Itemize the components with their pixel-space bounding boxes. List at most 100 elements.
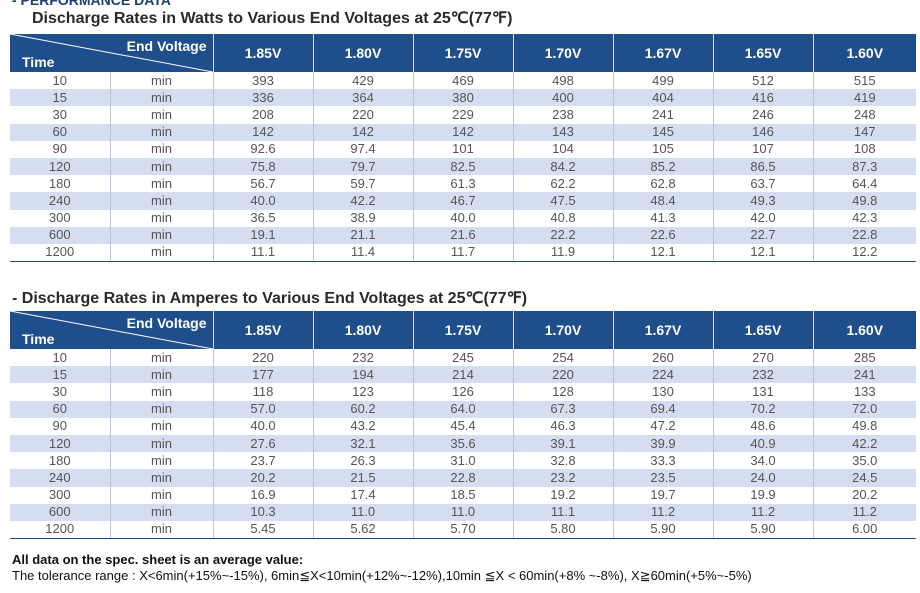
table-row: 120 min 27.6 32.1 35.6 39.1 39.9 40.9 42.2 bbox=[10, 434, 916, 453]
value-cell: 11.2 bbox=[813, 503, 916, 521]
unit-cell: min bbox=[110, 209, 214, 227]
value-cell: 142 bbox=[213, 123, 314, 141]
value-cell: 16.9 bbox=[213, 486, 314, 504]
value-cell: 46.3 bbox=[513, 417, 614, 435]
end-voltage-label: End Voltage bbox=[126, 315, 207, 331]
time-cell: 600 bbox=[10, 503, 111, 521]
value-cell: 20.2 bbox=[213, 469, 314, 487]
unit-cell: min bbox=[110, 503, 214, 521]
value-cell: 34.0 bbox=[713, 452, 814, 470]
value-cell: 38.9 bbox=[313, 209, 414, 227]
value-cell: 19.7 bbox=[613, 486, 714, 504]
value-cell: 11.9 bbox=[513, 243, 614, 263]
value-cell: 232 bbox=[313, 349, 414, 367]
column-header: 1.70V bbox=[513, 311, 614, 349]
value-cell: 469 bbox=[413, 72, 514, 90]
diagonal-divider bbox=[10, 311, 212, 349]
value-cell: 86.5 bbox=[713, 157, 814, 176]
value-cell: 49.8 bbox=[813, 417, 916, 435]
time-cell: 10 bbox=[10, 72, 111, 90]
value-cell: 22.8 bbox=[413, 469, 514, 487]
value-cell: 64.4 bbox=[813, 175, 916, 193]
value-cell: 208 bbox=[213, 106, 314, 124]
value-cell: 19.9 bbox=[713, 486, 814, 504]
table-row: 600 min 10.3 11.0 11.0 11.1 11.2 11.2 11.2 bbox=[10, 503, 916, 521]
table-row: 240 min 20.2 21.5 22.8 23.2 23.5 24.0 24.5 bbox=[10, 469, 916, 487]
unit-cell: min bbox=[110, 486, 214, 504]
value-cell: 41.3 bbox=[613, 209, 714, 227]
value-cell: 42.2 bbox=[313, 192, 414, 210]
time-cell: 90 bbox=[10, 140, 111, 158]
value-cell: 416 bbox=[713, 89, 814, 107]
corner-header: End Voltage Time bbox=[10, 311, 214, 349]
value-cell: 23.5 bbox=[613, 469, 714, 487]
unit-cell: min bbox=[110, 192, 214, 210]
unit-cell: min bbox=[110, 72, 214, 90]
watts-table-title: Discharge Rates in Watts to Various End … bbox=[32, 10, 513, 27]
value-cell: 145 bbox=[613, 123, 714, 141]
value-cell: 5.90 bbox=[613, 520, 714, 540]
value-cell: 70.2 bbox=[713, 400, 814, 418]
value-cell: 21.6 bbox=[413, 226, 514, 244]
value-cell: 39.9 bbox=[613, 434, 714, 453]
time-label: Time bbox=[22, 54, 55, 70]
table-row: 30 min 208 220 229 238 241 246 248 bbox=[10, 106, 916, 124]
value-cell: 46.7 bbox=[413, 192, 514, 210]
tolerance-text: The tolerance range : X<6min(+15%~-15%),… bbox=[12, 568, 752, 583]
value-cell: 79.7 bbox=[313, 157, 414, 176]
value-cell: 123 bbox=[313, 383, 414, 401]
value-cell: 40.0 bbox=[413, 209, 514, 227]
value-cell: 214 bbox=[413, 366, 514, 384]
value-cell: 248 bbox=[813, 106, 916, 124]
unit-cell: min bbox=[110, 157, 214, 176]
value-cell: 92.6 bbox=[213, 140, 314, 158]
value-cell: 12.1 bbox=[613, 243, 714, 263]
footnote: All data on the spec. sheet is an averag… bbox=[12, 552, 752, 584]
value-cell: 42.3 bbox=[813, 209, 916, 227]
end-voltage-label: End Voltage bbox=[126, 38, 207, 54]
value-cell: 19.2 bbox=[513, 486, 614, 504]
value-cell: 404 bbox=[613, 89, 714, 107]
value-cell: 85.2 bbox=[613, 157, 714, 176]
value-cell: 5.70 bbox=[413, 520, 514, 540]
time-cell: 300 bbox=[10, 209, 111, 227]
value-cell: 63.7 bbox=[713, 175, 814, 193]
value-cell: 254 bbox=[513, 349, 614, 367]
table-row: 60 min 57.0 60.2 64.0 67.3 69.4 70.2 72.0 bbox=[10, 400, 916, 418]
value-cell: 43.2 bbox=[313, 417, 414, 435]
value-cell: 285 bbox=[813, 349, 916, 367]
value-cell: 33.3 bbox=[613, 452, 714, 470]
value-cell: 62.2 bbox=[513, 175, 614, 193]
value-cell: 5.62 bbox=[313, 520, 414, 540]
value-cell: 69.4 bbox=[613, 400, 714, 418]
value-cell: 194 bbox=[313, 366, 414, 384]
time-cell: 30 bbox=[10, 106, 111, 124]
value-cell: 400 bbox=[513, 89, 614, 107]
value-cell: 40.8 bbox=[513, 209, 614, 227]
value-cell: 36.5 bbox=[213, 209, 314, 227]
value-cell: 47.5 bbox=[513, 192, 614, 210]
value-cell: 142 bbox=[313, 123, 414, 141]
value-cell: 22.6 bbox=[613, 226, 714, 244]
value-cell: 21.1 bbox=[313, 226, 414, 244]
value-cell: 22.7 bbox=[713, 226, 814, 244]
value-cell: 5.80 bbox=[513, 520, 614, 540]
value-cell: 18.5 bbox=[413, 486, 514, 504]
column-header: 1.85V bbox=[213, 311, 314, 349]
value-cell: 11.2 bbox=[713, 503, 814, 521]
value-cell: 42.0 bbox=[713, 209, 814, 227]
time-cell: 300 bbox=[10, 486, 111, 504]
value-cell: 23.7 bbox=[213, 452, 314, 470]
value-cell: 40.9 bbox=[713, 434, 814, 453]
table-row: 1200 min 11.1 11.4 11.7 11.9 12.1 12.1 12.2 bbox=[10, 243, 916, 263]
value-cell: 40.0 bbox=[213, 192, 314, 210]
value-cell: 87.3 bbox=[813, 157, 916, 176]
value-cell: 11.1 bbox=[513, 503, 614, 521]
value-cell: 498 bbox=[513, 72, 614, 90]
value-cell: 147 bbox=[813, 123, 916, 141]
value-cell: 5.45 bbox=[213, 520, 314, 540]
column-header: 1.75V bbox=[413, 311, 514, 349]
value-cell: 393 bbox=[213, 72, 314, 90]
value-cell: 26.3 bbox=[313, 452, 414, 470]
value-cell: 45.4 bbox=[413, 417, 514, 435]
